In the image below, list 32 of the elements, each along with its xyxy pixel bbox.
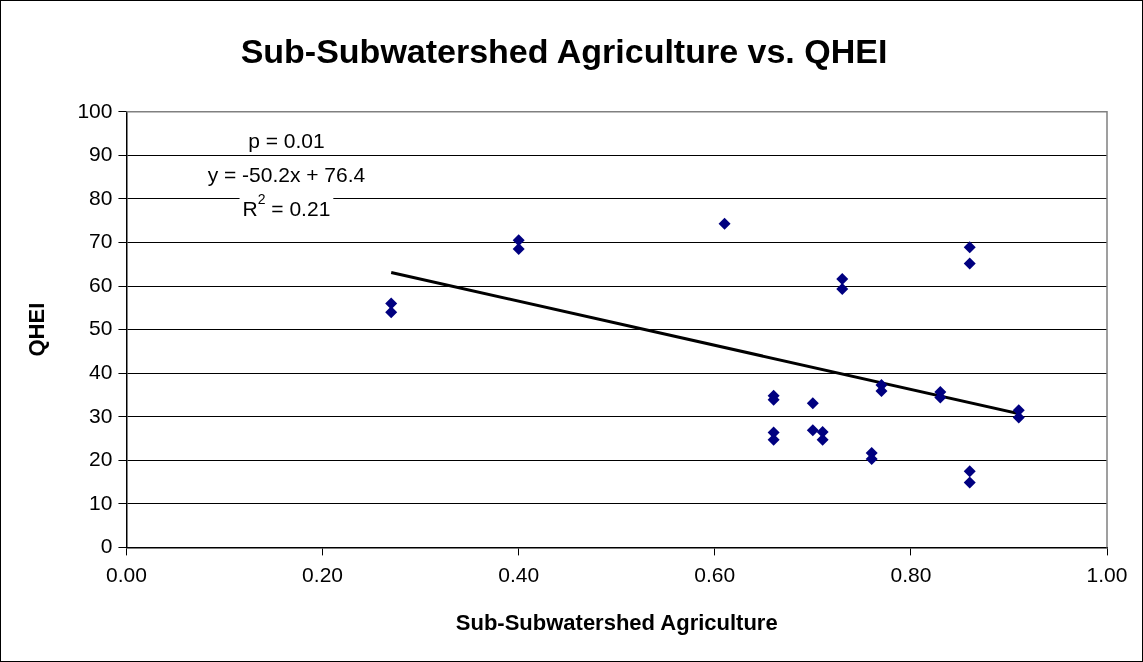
y-tick-label: 10 — [89, 490, 113, 514]
annotation: p = 0.01 — [248, 128, 325, 152]
x-tick-label: 0.00 — [106, 562, 147, 586]
point — [963, 257, 976, 270]
y-tick-label: 70 — [89, 229, 113, 253]
chart-title: Sub-Subwatershed Agriculture vs. QHEI — [240, 31, 888, 70]
point — [806, 397, 819, 410]
x-tick-label: 0.80 — [890, 562, 932, 586]
x-tick-label: 0.60 — [694, 562, 736, 586]
y-tick-label: 80 — [89, 185, 113, 209]
y-tick-label: 30 — [89, 403, 113, 427]
point — [836, 283, 849, 296]
y-tick-label: 100 — [77, 98, 113, 122]
point — [718, 217, 731, 230]
y-tick-label: 90 — [89, 142, 113, 166]
point — [963, 241, 976, 254]
x-axis-title: Sub-Subwatershed Agriculture — [455, 609, 778, 635]
point — [963, 465, 976, 478]
x-tick-label: 0.40 — [498, 562, 540, 586]
point — [806, 424, 819, 437]
annotation: y = -50.2x + 76.4 — [207, 162, 366, 186]
x-tick-label: 1.00 — [1086, 562, 1128, 586]
y-tick-label: 60 — [89, 272, 113, 296]
y-tick-label: 20 — [89, 447, 113, 471]
y-tick-label: 50 — [89, 316, 113, 340]
y-tick-label: 40 — [89, 359, 113, 383]
point — [963, 476, 976, 489]
y-axis-title: QHEI — [24, 302, 50, 357]
y-tick-label: 0 — [100, 534, 113, 558]
point — [512, 243, 525, 256]
x-tick-label: 0.20 — [302, 562, 343, 586]
point — [385, 306, 398, 319]
